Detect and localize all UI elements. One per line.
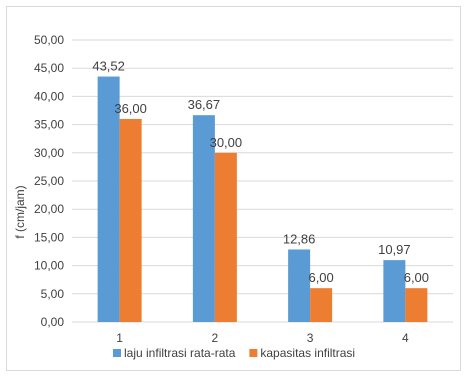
y-tick-label: 35,00 xyxy=(34,118,64,132)
bar-kapasitas-3 xyxy=(310,288,333,322)
y-tick-labels: 0,00 5,00 10,00 15,00 20,00 25,00 30,00 35,00 40… xyxy=(34,33,64,329)
y-tick-label: 40,00 xyxy=(34,89,64,103)
legend: laju infiltrasi rata-rata kapasitas infil… xyxy=(113,346,355,360)
data-label: 6,00 xyxy=(308,270,333,285)
legend-label: laju infiltrasi rata-rata xyxy=(124,346,236,360)
x-tick-label: 1 xyxy=(116,331,123,345)
y-tick-label: 0,00 xyxy=(41,315,65,329)
data-label: 10,97 xyxy=(378,242,411,257)
legend-swatch xyxy=(249,349,258,357)
y-tick-label: 50,00 xyxy=(34,33,64,47)
data-label: 12,86 xyxy=(283,231,316,246)
x-tick-label: 4 xyxy=(402,331,409,345)
bar-kapasitas-2 xyxy=(214,152,237,322)
x-tick-label: 2 xyxy=(212,331,219,345)
y-tick-label: 45,00 xyxy=(34,61,64,75)
data-label: 6,00 xyxy=(404,270,429,285)
y-tick-label: 25,00 xyxy=(34,174,64,188)
bar-laju-1 xyxy=(97,76,120,322)
data-label: 36,00 xyxy=(114,101,147,116)
data-labels: 43,52 36,00 36,67 30,00 12,86 6,00 10,97 6,00 xyxy=(92,59,429,286)
y-axis-title: f (cm/jam) xyxy=(13,185,27,238)
legend-label: kapasitas infiltrasi xyxy=(260,346,355,360)
data-label: 43,52 xyxy=(92,59,125,74)
bar-laju-4 xyxy=(383,260,406,322)
data-label: 30,00 xyxy=(210,135,243,150)
y-tick-label: 15,00 xyxy=(34,230,64,244)
y-tick-label: 30,00 xyxy=(34,146,64,160)
bar-laju-3 xyxy=(288,249,311,322)
bar-laju-2 xyxy=(192,115,215,322)
legend-swatch xyxy=(113,349,121,357)
x-tick-labels: 1 2 3 4 xyxy=(116,331,409,345)
bar-kapasitas-1 xyxy=(119,118,142,323)
x-tick-label: 3 xyxy=(307,331,314,345)
y-tick-label: 20,00 xyxy=(34,202,64,216)
y-tick-label: 10,00 xyxy=(34,259,64,273)
data-label: 36,67 xyxy=(188,97,221,112)
bar-kapasitas-4 xyxy=(405,288,428,322)
bars xyxy=(97,76,428,323)
y-tick-label: 5,00 xyxy=(41,287,65,301)
